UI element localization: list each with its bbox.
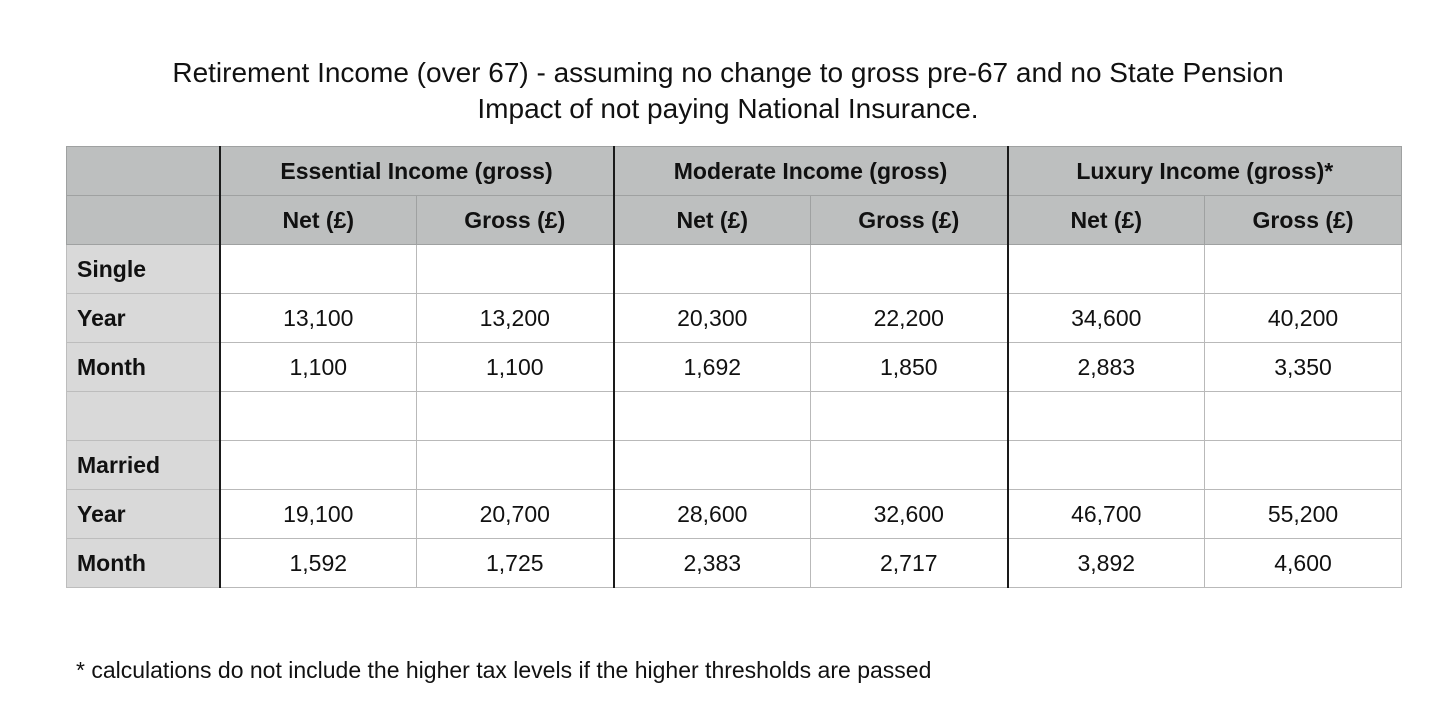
- table-cell: [810, 244, 1008, 294]
- table-cell: [218, 440, 417, 490]
- row-label: Married: [66, 440, 220, 490]
- table-cell: [1203, 440, 1403, 490]
- table-cell: 3,892: [1006, 538, 1205, 588]
- footnote: * calculations do not include the higher…: [76, 657, 932, 683]
- table-cell: [1203, 391, 1403, 441]
- table-cell: [218, 391, 417, 441]
- group-header-essential: Essential Income (gross): [218, 146, 614, 196]
- subheader-row: Net (£) Gross (£) Net (£) Gross (£) Net …: [66, 195, 1403, 245]
- table-cell: 20,300: [612, 293, 811, 343]
- table-cell: 1,692: [612, 342, 811, 392]
- table-cell: [416, 391, 614, 441]
- table-cell: 40,200: [1203, 293, 1403, 343]
- table-cell: 1,100: [218, 342, 417, 392]
- table-cell: 34,600: [1006, 293, 1205, 343]
- table-cell: [810, 440, 1008, 490]
- subheader-essential-gross: Gross (£): [416, 195, 614, 245]
- table-cell: 20,700: [416, 489, 614, 539]
- table-cell: [1006, 391, 1205, 441]
- subheader-essential-net: Net (£): [218, 195, 417, 245]
- table-cell: 28,600: [612, 489, 811, 539]
- row-label: Month: [66, 538, 220, 588]
- table-cell: 3,350: [1203, 342, 1403, 392]
- table-cell: [810, 391, 1008, 441]
- table-row: Year 13,100 13,200 20,300 22,200 34,600 40,200: [66, 293, 1403, 343]
- table-cell: 1,850: [810, 342, 1008, 392]
- group-header-luxury: Luxury Income (gross)*: [1006, 146, 1403, 196]
- table-cell: 22,200: [810, 293, 1008, 343]
- row-label: Single: [66, 244, 220, 294]
- row-label: Year: [66, 489, 220, 539]
- table-cell: [1203, 244, 1403, 294]
- table-cell: 55,200: [1203, 489, 1403, 539]
- table-cell: [416, 440, 614, 490]
- table-cell: 4,600: [1203, 538, 1403, 588]
- table-row: [66, 391, 1403, 441]
- table-cell: [612, 244, 811, 294]
- table-cell: 1,592: [218, 538, 417, 588]
- table-cell: 1,100: [416, 342, 614, 392]
- table-cell: 46,700: [1006, 489, 1205, 539]
- row-label: [66, 391, 220, 441]
- table-cell: 1,725: [416, 538, 614, 588]
- corner-cell: [66, 195, 220, 245]
- row-label: Year: [66, 293, 220, 343]
- table-row: Year 19,100 20,700 28,600 32,600 46,700 55,200: [66, 489, 1403, 539]
- table-cell: [612, 440, 811, 490]
- subheader-luxury-net: Net (£): [1006, 195, 1205, 245]
- title-line-2: Impact of not paying National Insurance.: [477, 93, 979, 124]
- title-line-1: Retirement Income (over 67) - assuming n…: [172, 57, 1284, 88]
- table-cell: [1006, 244, 1205, 294]
- table-cell: 32,600: [810, 489, 1008, 539]
- subheader-moderate-gross: Gross (£): [810, 195, 1008, 245]
- table-cell: 19,100: [218, 489, 417, 539]
- table-body: Single Year 13,100 13,200 20,300 22,200 34,600…: [66, 244, 1403, 588]
- subheader-moderate-net: Net (£): [612, 195, 811, 245]
- table-cell: [416, 244, 614, 294]
- subheader-luxury-gross: Gross (£): [1203, 195, 1403, 245]
- table-row: Month 1,100 1,100 1,692 1,850 2,883 3,350: [66, 342, 1403, 392]
- group-header-moderate: Moderate Income (gross): [612, 146, 1008, 196]
- table-cell: 13,200: [416, 293, 614, 343]
- table-cell: 2,383: [612, 538, 811, 588]
- table-cell: 2,717: [810, 538, 1008, 588]
- table-cell: 2,883: [1006, 342, 1205, 392]
- table-row: Married: [66, 440, 1403, 490]
- table-cell: [218, 244, 417, 294]
- row-label: Month: [66, 342, 220, 392]
- corner-cell: [66, 146, 220, 196]
- table-cell: [612, 391, 811, 441]
- page-title: Retirement Income (over 67) - assuming n…: [0, 55, 1456, 127]
- table-cell: 13,100: [218, 293, 417, 343]
- group-header-row: Essential Income (gross) Moderate Income…: [66, 146, 1403, 196]
- retirement-income-table: Essential Income (gross) Moderate Income…: [66, 146, 1403, 588]
- table-cell: [1006, 440, 1205, 490]
- table-row: Single: [66, 244, 1403, 294]
- table-row: Month 1,592 1,725 2,383 2,717 3,892 4,600: [66, 538, 1403, 588]
